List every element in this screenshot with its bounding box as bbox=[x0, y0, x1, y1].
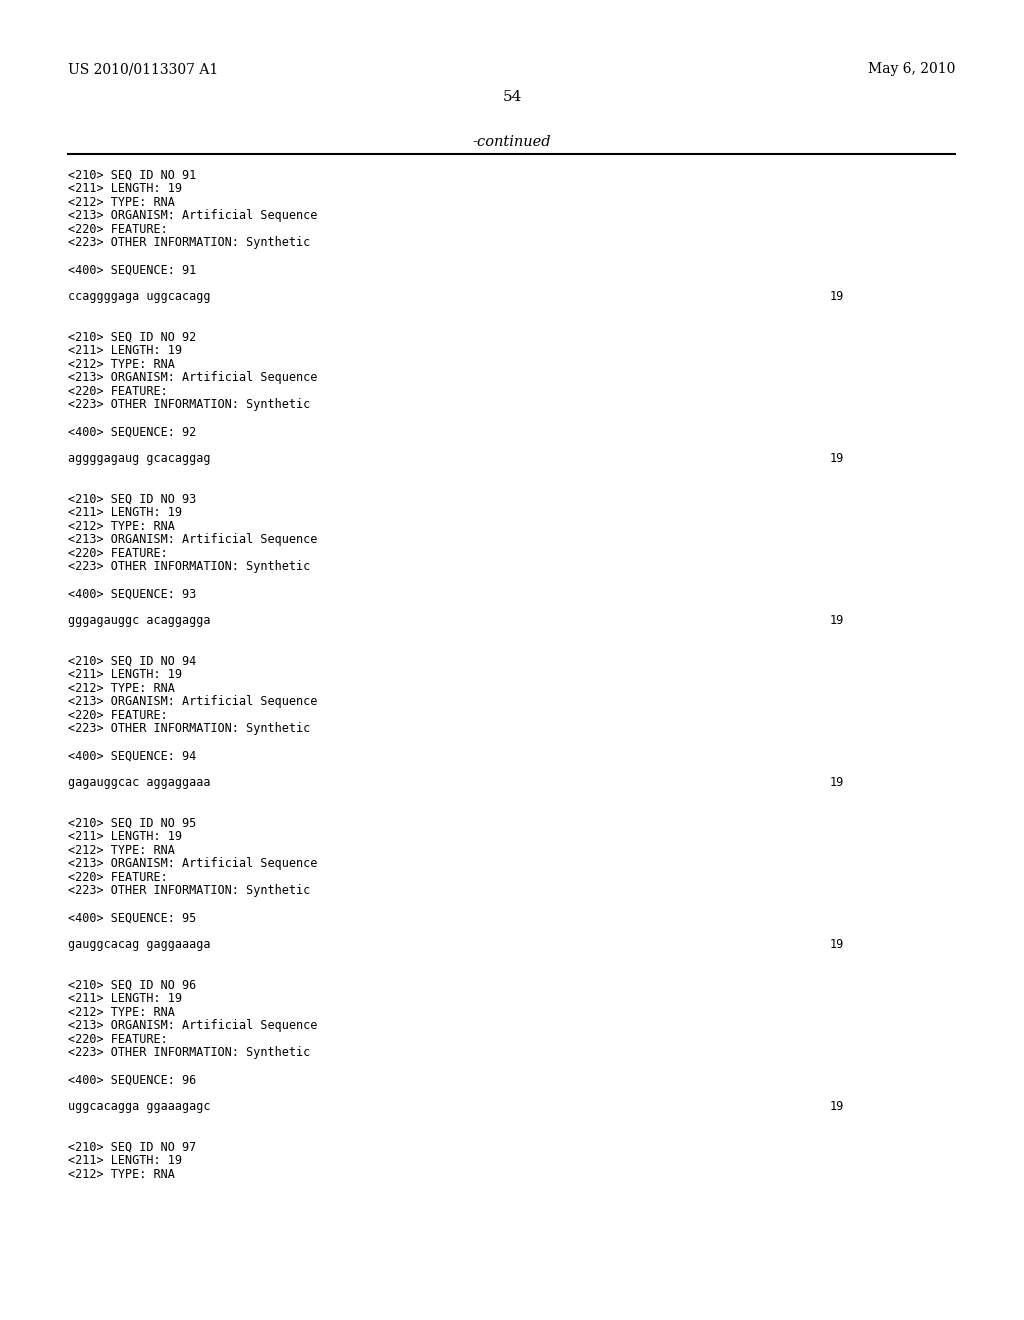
Text: <213> ORGANISM: Artificial Sequence: <213> ORGANISM: Artificial Sequence bbox=[68, 533, 317, 546]
Text: <211> LENGTH: 19: <211> LENGTH: 19 bbox=[68, 993, 182, 1006]
Text: <210> SEQ ID NO 91: <210> SEQ ID NO 91 bbox=[68, 169, 197, 182]
Text: May 6, 2010: May 6, 2010 bbox=[867, 62, 955, 77]
Text: gauggcacag gaggaaaga: gauggcacag gaggaaaga bbox=[68, 939, 211, 952]
Text: ccaggggaga uggcacagg: ccaggggaga uggcacagg bbox=[68, 290, 211, 304]
Text: <211> LENGTH: 19: <211> LENGTH: 19 bbox=[68, 507, 182, 520]
Text: <223> OTHER INFORMATION: Synthetic: <223> OTHER INFORMATION: Synthetic bbox=[68, 236, 310, 249]
Text: -continued: -continued bbox=[473, 135, 551, 149]
Text: <220> FEATURE:: <220> FEATURE: bbox=[68, 709, 168, 722]
Text: <211> LENGTH: 19: <211> LENGTH: 19 bbox=[68, 182, 182, 195]
Text: <213> ORGANISM: Artificial Sequence: <213> ORGANISM: Artificial Sequence bbox=[68, 371, 317, 384]
Text: 19: 19 bbox=[830, 776, 844, 789]
Text: aggggagaug gcacaggag: aggggagaug gcacaggag bbox=[68, 453, 211, 466]
Text: <210> SEQ ID NO 92: <210> SEQ ID NO 92 bbox=[68, 331, 197, 345]
Text: 19: 19 bbox=[830, 290, 844, 304]
Text: <212> TYPE: RNA: <212> TYPE: RNA bbox=[68, 1168, 175, 1181]
Text: <213> ORGANISM: Artificial Sequence: <213> ORGANISM: Artificial Sequence bbox=[68, 210, 317, 223]
Text: gagauggcac aggaggaaa: gagauggcac aggaggaaa bbox=[68, 776, 211, 789]
Text: <223> OTHER INFORMATION: Synthetic: <223> OTHER INFORMATION: Synthetic bbox=[68, 722, 310, 735]
Text: gggagauggc acaggagga: gggagauggc acaggagga bbox=[68, 615, 211, 627]
Text: <220> FEATURE:: <220> FEATURE: bbox=[68, 385, 168, 397]
Text: uggcacagga ggaaagagc: uggcacagga ggaaagagc bbox=[68, 1101, 211, 1114]
Text: 54: 54 bbox=[503, 90, 521, 104]
Text: 19: 19 bbox=[830, 453, 844, 466]
Text: <210> SEQ ID NO 95: <210> SEQ ID NO 95 bbox=[68, 817, 197, 830]
Text: <400> SEQUENCE: 93: <400> SEQUENCE: 93 bbox=[68, 587, 197, 601]
Text: <210> SEQ ID NO 97: <210> SEQ ID NO 97 bbox=[68, 1140, 197, 1154]
Text: <223> OTHER INFORMATION: Synthetic: <223> OTHER INFORMATION: Synthetic bbox=[68, 884, 310, 898]
Text: <211> LENGTH: 19: <211> LENGTH: 19 bbox=[68, 668, 182, 681]
Text: <210> SEQ ID NO 94: <210> SEQ ID NO 94 bbox=[68, 655, 197, 668]
Text: 19: 19 bbox=[830, 615, 844, 627]
Text: <223> OTHER INFORMATION: Synthetic: <223> OTHER INFORMATION: Synthetic bbox=[68, 1047, 310, 1060]
Text: <223> OTHER INFORMATION: Synthetic: <223> OTHER INFORMATION: Synthetic bbox=[68, 399, 310, 412]
Text: <212> TYPE: RNA: <212> TYPE: RNA bbox=[68, 1006, 175, 1019]
Text: <213> ORGANISM: Artificial Sequence: <213> ORGANISM: Artificial Sequence bbox=[68, 1019, 317, 1032]
Text: <210> SEQ ID NO 96: <210> SEQ ID NO 96 bbox=[68, 979, 197, 991]
Text: <210> SEQ ID NO 93: <210> SEQ ID NO 93 bbox=[68, 492, 197, 506]
Text: US 2010/0113307 A1: US 2010/0113307 A1 bbox=[68, 62, 218, 77]
Text: 19: 19 bbox=[830, 939, 844, 952]
Text: <400> SEQUENCE: 95: <400> SEQUENCE: 95 bbox=[68, 911, 197, 924]
Text: <223> OTHER INFORMATION: Synthetic: <223> OTHER INFORMATION: Synthetic bbox=[68, 561, 310, 573]
Text: <212> TYPE: RNA: <212> TYPE: RNA bbox=[68, 682, 175, 694]
Text: <400> SEQUENCE: 96: <400> SEQUENCE: 96 bbox=[68, 1073, 197, 1086]
Text: <213> ORGANISM: Artificial Sequence: <213> ORGANISM: Artificial Sequence bbox=[68, 696, 317, 709]
Text: <212> TYPE: RNA: <212> TYPE: RNA bbox=[68, 520, 175, 533]
Text: 19: 19 bbox=[830, 1101, 844, 1114]
Text: <212> TYPE: RNA: <212> TYPE: RNA bbox=[68, 195, 175, 209]
Text: <212> TYPE: RNA: <212> TYPE: RNA bbox=[68, 843, 175, 857]
Text: <220> FEATURE:: <220> FEATURE: bbox=[68, 871, 168, 884]
Text: <220> FEATURE:: <220> FEATURE: bbox=[68, 1034, 168, 1045]
Text: <400> SEQUENCE: 92: <400> SEQUENCE: 92 bbox=[68, 425, 197, 438]
Text: <213> ORGANISM: Artificial Sequence: <213> ORGANISM: Artificial Sequence bbox=[68, 858, 317, 870]
Text: <211> LENGTH: 19: <211> LENGTH: 19 bbox=[68, 1155, 182, 1167]
Text: <220> FEATURE:: <220> FEATURE: bbox=[68, 223, 168, 236]
Text: <220> FEATURE:: <220> FEATURE: bbox=[68, 546, 168, 560]
Text: <211> LENGTH: 19: <211> LENGTH: 19 bbox=[68, 345, 182, 358]
Text: <212> TYPE: RNA: <212> TYPE: RNA bbox=[68, 358, 175, 371]
Text: <400> SEQUENCE: 91: <400> SEQUENCE: 91 bbox=[68, 264, 197, 276]
Text: <211> LENGTH: 19: <211> LENGTH: 19 bbox=[68, 830, 182, 843]
Text: <400> SEQUENCE: 94: <400> SEQUENCE: 94 bbox=[68, 750, 197, 763]
